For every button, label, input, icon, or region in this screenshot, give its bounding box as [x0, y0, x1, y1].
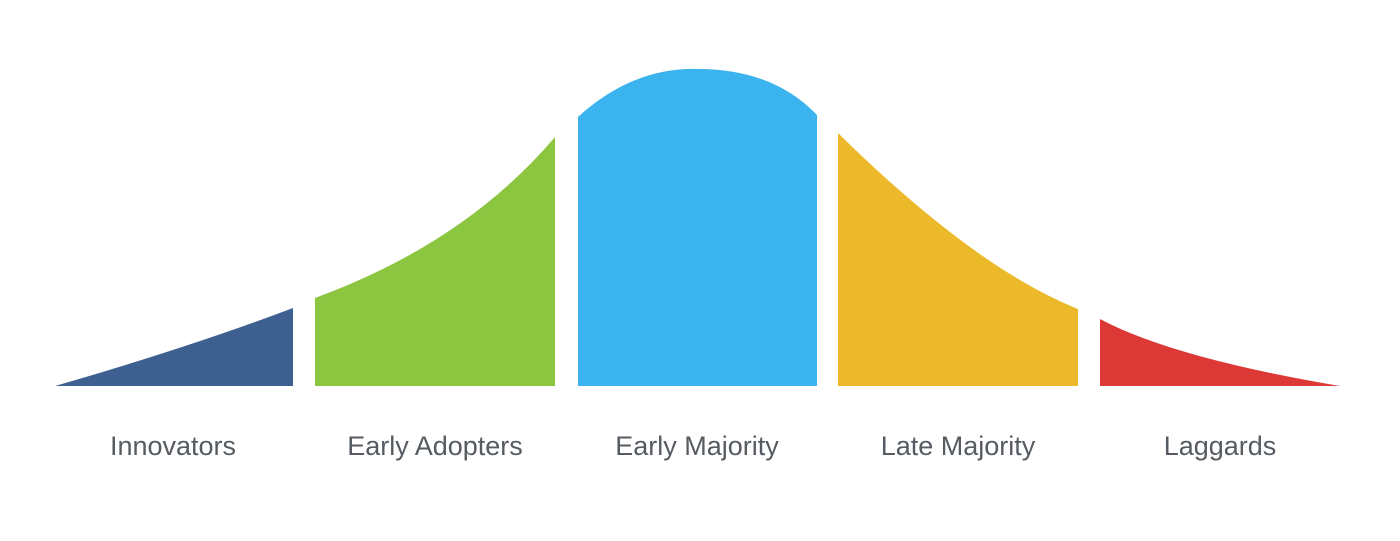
label-early-adopters: Early Adopters: [347, 431, 523, 461]
segment-late-majority: [838, 133, 1078, 386]
segment-laggards: [1100, 319, 1340, 386]
label-early-majority: Early Majority: [615, 431, 779, 461]
segment-innovators: [55, 308, 293, 386]
curve-segments: [55, 68, 1340, 386]
label-late-majority: Late Majority: [881, 431, 1036, 461]
label-laggards: Laggards: [1164, 431, 1277, 461]
segment-labels: Innovators Early Adopters Early Majority…: [110, 431, 1276, 461]
segment-early-majority: [578, 68, 817, 386]
label-innovators: Innovators: [110, 431, 236, 461]
segment-early-adopters: [315, 137, 555, 386]
